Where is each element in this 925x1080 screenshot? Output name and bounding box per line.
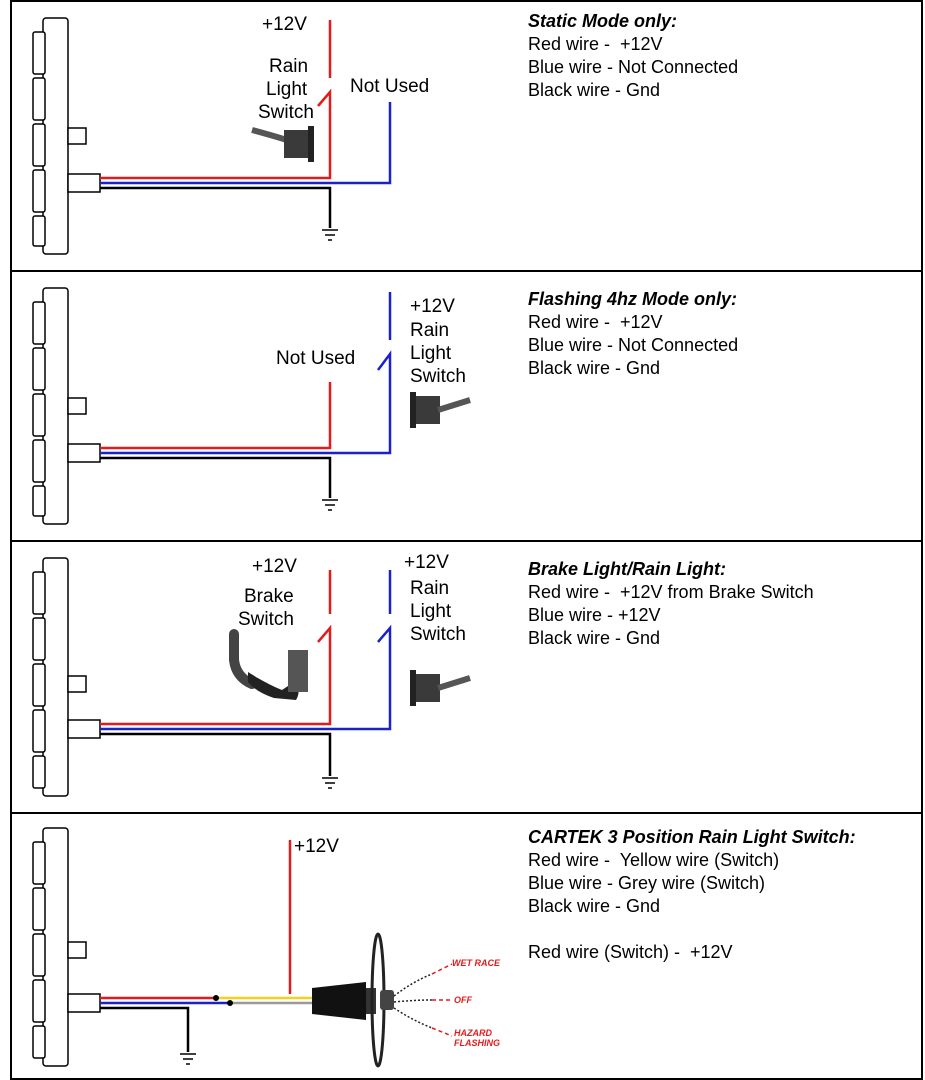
blue-wire <box>100 102 392 185</box>
blue-wire <box>100 350 392 455</box>
red-wire <box>100 382 332 450</box>
option-hazard: HAZARD <box>454 1028 492 1038</box>
ground-symbol <box>322 229 338 241</box>
ground-symbol <box>322 777 338 789</box>
red-wire <box>100 88 332 180</box>
desc-line <box>528 918 856 941</box>
label-12v-red: +12V <box>252 556 297 577</box>
desc-line: Blue wire - Not Connected <box>528 57 739 77</box>
wires <box>100 20 392 228</box>
wires <box>100 840 312 1052</box>
label-switch-3: Switch <box>410 366 466 387</box>
option-arrows <box>431 963 453 1037</box>
desc-line: Black wire - Gnd <box>528 358 661 378</box>
label-not-used: Not Used <box>276 348 355 369</box>
description-static: Static Mode only: Red wire - +12V Blue w… <box>528 10 738 102</box>
desc-line: Red wire - +12V <box>528 34 663 54</box>
wiring-diagram-brake: +12V Brake Switch +12V Rain Light Switch <box>32 552 471 797</box>
label-switch-2: Light <box>410 343 452 364</box>
wiring-diagram-static: +12V Rain Light Switch Not Used <box>32 14 429 255</box>
desc-line: Red wire - Yellow wire (Switch) <box>528 850 780 870</box>
red-wire <box>100 624 332 726</box>
label-brake-2: Switch <box>238 609 294 630</box>
desc-line: Black wire - Gnd <box>528 628 661 648</box>
black-wire <box>100 732 332 776</box>
wires <box>100 570 392 776</box>
toggle-switch-icon <box>251 126 314 162</box>
desc-line: Red wire - +12V from Brake Switch <box>528 582 814 602</box>
label-switch-3: Switch <box>410 624 466 645</box>
desc-line: Black wire - Gnd <box>528 896 661 916</box>
label-switch-2: Light <box>266 79 308 100</box>
light-unit <box>32 827 101 1067</box>
black-wire <box>100 456 332 498</box>
label-12v-blue: +12V <box>410 296 455 317</box>
panel-brake-rain: +12V Brake Switch +12V Rain Light Switch… <box>10 540 923 814</box>
title-cartek-switch: CARTEK 3 Position Rain Light Switch: <box>528 827 856 847</box>
label-12v-red: +12V <box>262 14 307 35</box>
splice-dot <box>213 995 219 1001</box>
panel-static-mode: +12V Rain Light Switch Not Used Static M… <box>10 0 923 272</box>
label-switch-1: Rain <box>269 56 308 77</box>
desc-line: Blue wire - Grey wire (Switch) <box>528 873 766 893</box>
title-flashing-mode: Flashing 4hz Mode only: <box>528 289 738 309</box>
label-switch-2: Light <box>410 601 452 622</box>
panel-cartek-switch: +12V WET RACE OFF HAZARD FLASHING CARTEK… <box>10 812 923 1080</box>
description-brake: Brake Light/Rain Light: Red wire - +12V … <box>528 558 814 650</box>
label-brake-1: Brake <box>244 586 294 607</box>
desc-line: Blue wire - Not Connected <box>528 335 739 355</box>
label-12v-blue: +12V <box>404 552 449 573</box>
option-off: OFF <box>454 995 472 1005</box>
wires <box>100 292 392 498</box>
light-unit <box>32 557 101 797</box>
wiring-diagram-flashing: +12V Rain Light Switch Not Used <box>32 287 471 525</box>
desc-line: Blue wire - +12V <box>528 605 661 625</box>
label-switch-1: Rain <box>410 578 449 599</box>
option-flashing: FLASHING <box>454 1038 500 1048</box>
ground-symbol <box>180 1053 196 1065</box>
wiring-diagram-cartek: +12V WET RACE OFF HAZARD FLASHING <box>32 827 501 1068</box>
desc-line: Black wire - Gnd <box>528 80 661 100</box>
label-switch-1: Rain <box>410 320 449 341</box>
black-wire <box>100 186 332 228</box>
description-flashing: Flashing 4hz Mode only: Red wire - +12V … <box>528 288 738 380</box>
brake-pedal-icon <box>229 629 308 700</box>
light-unit <box>32 287 101 525</box>
black-wire <box>100 1006 190 1052</box>
splice-dot <box>227 1000 233 1006</box>
option-wet-race: WET RACE <box>452 958 501 968</box>
desc-line: Red wire (Switch) - +12V <box>528 942 733 962</box>
title-static-mode: Static Mode only: <box>528 11 678 31</box>
toggle-switch-icon <box>410 392 471 428</box>
toggle-switch-icon <box>410 670 471 706</box>
label-12v-red: +12V <box>294 836 339 857</box>
rotary-switch-icon <box>312 932 433 1068</box>
label-switch-3: Switch <box>258 102 314 123</box>
label-not-used: Not Used <box>350 76 429 97</box>
panel-flashing-mode: +12V Rain Light Switch Not Used Flashing… <box>10 270 923 542</box>
ground-symbol <box>322 499 338 511</box>
light-unit <box>32 17 101 255</box>
blue-wire <box>100 624 392 731</box>
desc-line: Red wire - +12V <box>528 312 663 332</box>
description-cartek: CARTEK 3 Position Rain Light Switch: Red… <box>528 826 856 964</box>
title-brake-rain: Brake Light/Rain Light: <box>528 559 726 579</box>
